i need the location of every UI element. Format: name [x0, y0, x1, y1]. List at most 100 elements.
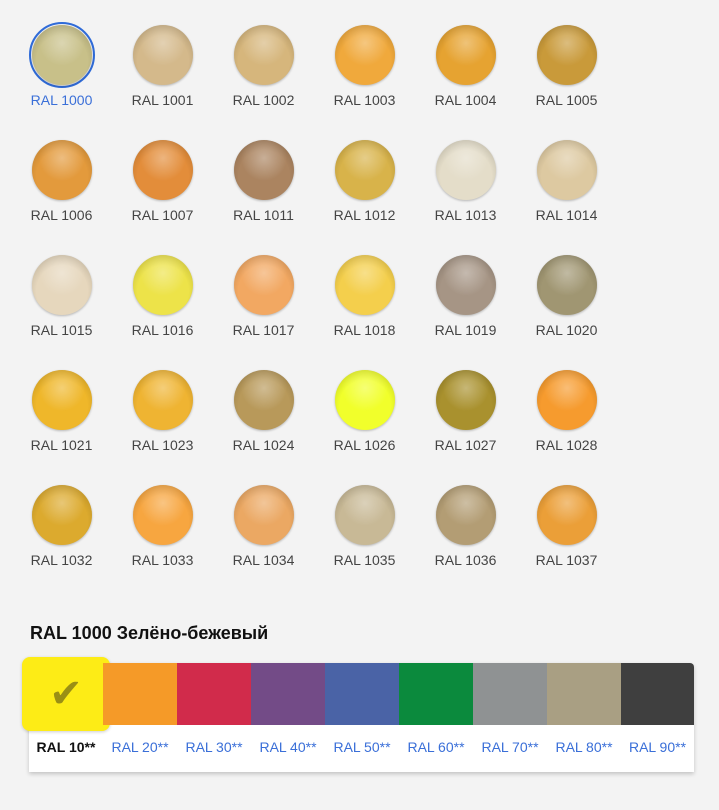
color-label: RAL 1000 [30, 92, 93, 108]
color-ball [334, 25, 395, 85]
color-swatch[interactable]: RAL 1007 [112, 137, 213, 252]
group-label: RAL 60** [407, 739, 465, 755]
color-swatch[interactable]: RAL 1000 [11, 22, 112, 137]
color-group-tab[interactable]: RAL 80** [547, 663, 621, 772]
selection-ring [332, 137, 398, 203]
group-swatch [621, 663, 694, 725]
color-ball [334, 370, 395, 430]
color-swatch[interactable]: RAL 1003 [314, 22, 415, 137]
color-swatch[interactable]: RAL 1033 [112, 482, 213, 597]
color-swatch[interactable]: RAL 1027 [415, 367, 516, 482]
color-swatch[interactable]: RAL 1002 [213, 22, 314, 137]
selection-ring [433, 22, 499, 88]
selection-ring [534, 482, 600, 548]
color-label: RAL 1035 [333, 552, 396, 568]
group-swatch [177, 663, 251, 725]
selection-ring [433, 482, 499, 548]
color-label: RAL 1019 [434, 322, 497, 338]
color-ball [233, 140, 294, 200]
color-ball [334, 485, 395, 545]
color-ball [233, 255, 294, 315]
color-swatch[interactable]: RAL 1036 [415, 482, 516, 597]
selection-ring [29, 137, 95, 203]
color-label: RAL 1011 [233, 207, 294, 223]
selection-ring [534, 252, 600, 318]
color-swatch[interactable]: RAL 1015 [11, 252, 112, 367]
color-swatch[interactable]: RAL 1037 [516, 482, 617, 597]
selection-ring [231, 252, 297, 318]
color-swatch[interactable]: RAL 1017 [213, 252, 314, 367]
color-label: RAL 1007 [131, 207, 194, 223]
color-ball [435, 370, 496, 430]
color-label: RAL 1013 [434, 207, 497, 223]
color-swatch[interactable]: RAL 1005 [516, 22, 617, 137]
color-label: RAL 1017 [232, 322, 295, 338]
color-label: RAL 1006 [30, 207, 93, 223]
color-ball [31, 25, 92, 85]
group-label: RAL 80** [555, 739, 613, 755]
group-label: RAL 40** [259, 739, 317, 755]
selection-ring [130, 367, 196, 433]
color-group-tab[interactable]: RAL 50** [325, 663, 399, 772]
color-group-tab[interactable]: RAL 30** [177, 663, 251, 772]
color-group-tab[interactable]: RAL 70** [473, 663, 547, 772]
color-group-tab[interactable]: RAL 40** [251, 663, 325, 772]
color-ball [233, 25, 294, 85]
color-swatch[interactable]: RAL 1012 [314, 137, 415, 252]
color-label: RAL 1026 [333, 437, 396, 453]
selection-ring [332, 22, 398, 88]
color-label: RAL 1003 [333, 92, 396, 108]
selected-color-title: RAL 1000 Зелёно-бежевый [30, 623, 269, 643]
selection-ring [29, 252, 95, 318]
color-swatch[interactable]: RAL 1026 [314, 367, 415, 482]
color-swatch[interactable]: RAL 1032 [11, 482, 112, 597]
group-swatch [103, 663, 177, 725]
selection-ring [231, 367, 297, 433]
color-swatch[interactable]: RAL 1013 [415, 137, 516, 252]
color-label: RAL 1004 [434, 92, 497, 108]
color-label: RAL 1016 [131, 322, 194, 338]
color-group-tab[interactable]: RAL 20** [103, 663, 177, 772]
selection-ring [534, 22, 600, 88]
color-label: RAL 1024 [232, 437, 295, 453]
color-group-tab[interactable]: RAL 60** [399, 663, 473, 772]
color-ball [31, 370, 92, 430]
color-ball [233, 485, 294, 545]
color-swatch[interactable]: RAL 1024 [213, 367, 314, 482]
color-label: RAL 1036 [434, 552, 497, 568]
group-swatch: ✔ [22, 657, 110, 731]
color-swatch[interactable]: RAL 1016 [112, 252, 213, 367]
color-ball [435, 140, 496, 200]
color-ball [132, 25, 193, 85]
color-swatch[interactable]: RAL 1020 [516, 252, 617, 367]
color-ball [536, 485, 597, 545]
group-swatch [399, 663, 473, 725]
group-swatch [547, 663, 621, 725]
check-icon: ✔ [49, 672, 83, 716]
selection-ring [231, 137, 297, 203]
color-ball [334, 140, 395, 200]
color-swatch[interactable]: RAL 1011 [213, 137, 314, 252]
color-group-tab[interactable]: RAL 90** [621, 663, 694, 772]
color-swatch[interactable]: RAL 1021 [11, 367, 112, 482]
color-grid: RAL 1000 RAL 1001 RAL 1002 RAL 1003 RAL 1004… [11, 22, 631, 597]
color-group-tab[interactable]: ✔ RAL 10** [22, 657, 110, 772]
color-ball [334, 255, 395, 315]
color-label: RAL 1020 [535, 322, 598, 338]
color-swatch[interactable]: RAL 1034 [213, 482, 314, 597]
color-swatch[interactable]: RAL 1018 [314, 252, 415, 367]
selection-ring [130, 137, 196, 203]
selection-ring [332, 482, 398, 548]
color-swatch[interactable]: RAL 1035 [314, 482, 415, 597]
color-label: RAL 1027 [434, 437, 497, 453]
color-swatch[interactable]: RAL 1006 [11, 137, 112, 252]
color-swatch[interactable]: RAL 1004 [415, 22, 516, 137]
color-swatch[interactable]: RAL 1019 [415, 252, 516, 367]
selection-ring [130, 22, 196, 88]
selection-ring [28, 22, 95, 88]
color-swatch[interactable]: RAL 1014 [516, 137, 617, 252]
color-swatch[interactable]: RAL 1023 [112, 367, 213, 482]
selection-ring [130, 482, 196, 548]
color-swatch[interactable]: RAL 1001 [112, 22, 213, 137]
color-swatch[interactable]: RAL 1028 [516, 367, 617, 482]
